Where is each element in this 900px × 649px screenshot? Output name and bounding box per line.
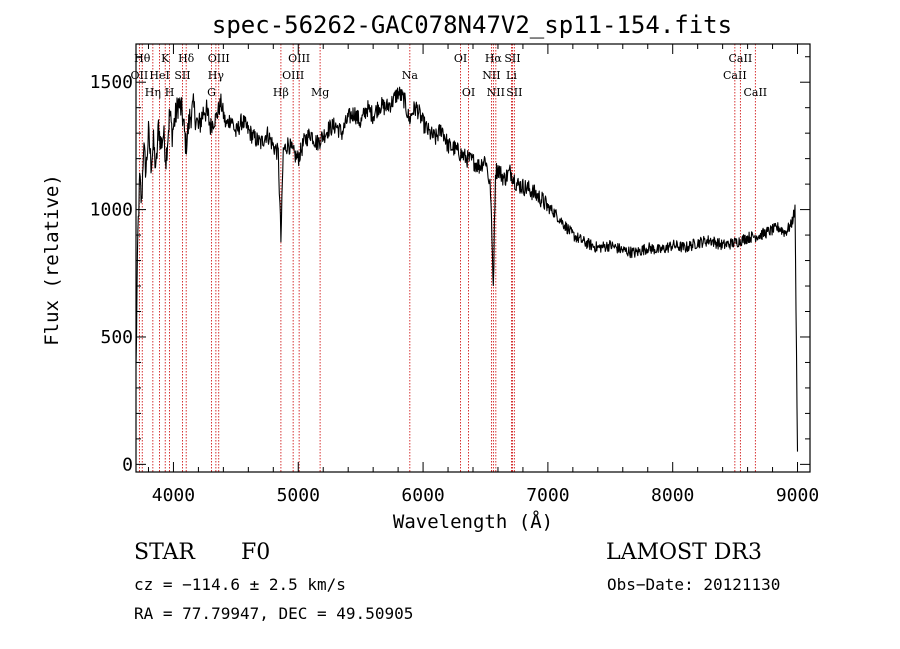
y-tick-label-3: 1500 — [90, 72, 133, 93]
object-subclass: F0 — [241, 540, 271, 565]
x-tick-label-2: 6000 — [401, 485, 444, 506]
line-label-25: CaII — [729, 52, 753, 65]
ra-dec-coordinates: RA = 77.79947, DEC = 49.50905 — [134, 604, 414, 623]
x-tick-label-3: 7000 — [526, 485, 569, 506]
y-tick-label-2: 1000 — [90, 200, 133, 221]
spectrum-line — [135, 86, 799, 452]
y-tick-label-1: 500 — [100, 327, 133, 348]
x-tick-label-1: 5000 — [277, 485, 320, 506]
line-label-17: OI — [462, 86, 475, 99]
object-type: STAR — [134, 540, 195, 565]
chart-title: spec-56262-GAC078N47V2_sp11-154.fits — [212, 11, 732, 39]
line-label-21: Li — [506, 69, 517, 82]
line-label-5: H — [165, 86, 175, 99]
survey-name: LAMOST DR3 — [606, 540, 762, 565]
y-axis-label: Flux (relative) — [41, 174, 63, 346]
line-label-4: K — [161, 52, 170, 65]
line-label-6: SII — [174, 69, 190, 82]
x-axis-label: Wavelength (Å) — [393, 510, 553, 533]
emission-line-labels: OII Hθ Hη HeI K H SII Hδ G Hγ OIII Hβ OIII OIII Mg Na OI… — [131, 52, 768, 99]
y-tick-label-0: 0 — [122, 454, 133, 475]
plot-frame — [135, 43, 811, 473]
line-label-1: Hθ — [134, 52, 151, 65]
observation-date: Obs−Date: 20121130 — [607, 575, 781, 594]
line-label-23: SII — [506, 86, 522, 99]
redshift-velocity: cz = −114.6 ± 2.5 km/s — [134, 575, 346, 594]
axis-tick-labels: 4000 5000 6000 7000 8000 9000 0 500 1000 1500 — [90, 72, 820, 506]
line-label-22: SII — [504, 52, 520, 65]
line-label-10: OIII — [208, 52, 230, 65]
x-tick-label-0: 4000 — [152, 485, 195, 506]
line-label-8: G — [207, 86, 216, 99]
line-label-20: NII — [487, 86, 505, 99]
line-label-14: Mg — [311, 86, 329, 99]
emission-line-markers — [138, 44, 756, 472]
line-label-18: NII — [482, 69, 500, 82]
line-label-15: Na — [402, 69, 419, 82]
line-label-19: Hα — [485, 52, 503, 65]
line-label-2: Hη — [145, 86, 161, 99]
line-label-0: OII — [131, 69, 149, 82]
line-label-24: CaII — [723, 69, 747, 82]
line-label-12: OIII — [282, 69, 304, 82]
x-tick-label-5: 9000 — [776, 485, 819, 506]
line-label-7: Hδ — [178, 52, 195, 65]
line-label-11: Hβ — [273, 86, 289, 99]
line-label-26: CaII — [743, 86, 767, 99]
axis-ticks — [136, 44, 810, 472]
line-label-9: Hγ — [208, 69, 225, 82]
x-tick-label-4: 8000 — [651, 485, 694, 506]
line-label-13: OIII — [288, 52, 310, 65]
line-label-16: OI — [454, 52, 467, 65]
line-label-3: HeI — [149, 69, 169, 82]
